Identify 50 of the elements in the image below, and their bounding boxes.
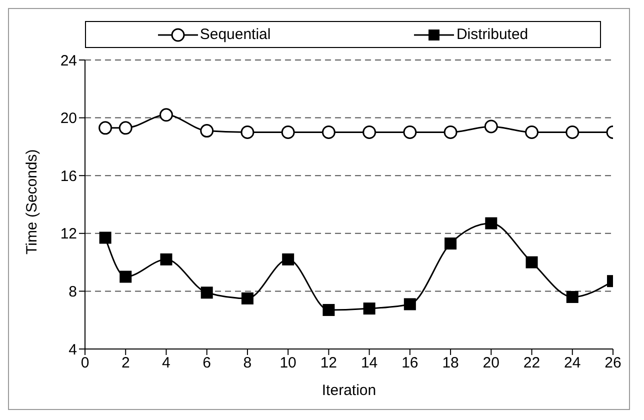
x-tick-label: 20 <box>482 354 500 372</box>
x-tick-label: 16 <box>402 354 418 372</box>
point <box>160 253 172 266</box>
point <box>444 238 457 250</box>
point <box>240 126 254 139</box>
y-axis-title: Time (Seconds) <box>23 149 40 254</box>
point <box>322 304 335 316</box>
point <box>566 290 578 303</box>
x-tick-label: 6 <box>202 354 212 372</box>
point <box>444 126 458 139</box>
x-tick-label: 24 <box>564 354 581 372</box>
x-tick-label: 2 <box>121 354 130 372</box>
point <box>200 286 213 299</box>
x-tick-label: 12 <box>320 354 338 372</box>
point <box>526 256 538 268</box>
point <box>362 126 376 139</box>
point <box>118 121 132 135</box>
x-tick-label: 0 <box>80 354 90 372</box>
point <box>404 298 416 310</box>
y-tick-label: 24 <box>60 52 77 70</box>
y-tick-label: 16 <box>60 168 77 185</box>
x-tick-label: 18 <box>442 354 459 372</box>
x-tick-label: 22 <box>523 354 540 372</box>
point <box>159 108 173 122</box>
point <box>120 270 132 283</box>
x-tick-label: 14 <box>360 354 378 372</box>
point <box>566 126 580 139</box>
point <box>403 126 417 139</box>
point <box>99 232 112 244</box>
y-tick-label: 20 <box>60 110 77 128</box>
x-tick-label: 4 <box>162 354 170 372</box>
y-tick-label: 8 <box>68 284 77 301</box>
x-tick-label: 26 <box>604 354 622 372</box>
point <box>241 292 254 304</box>
point <box>525 126 539 139</box>
point <box>485 217 498 230</box>
point <box>282 253 294 266</box>
point <box>484 120 498 134</box>
point <box>200 124 214 138</box>
point <box>281 126 295 139</box>
x-axis-title: Iteration <box>322 382 376 399</box>
point <box>322 126 336 139</box>
point <box>98 121 112 135</box>
x-tick-label: 8 <box>243 354 252 372</box>
x-tick-label: 10 <box>280 354 296 372</box>
point <box>363 302 376 315</box>
legend-label: Sequential <box>198 26 271 43</box>
legend-label: Distributed <box>455 26 528 43</box>
y-tick-label: 4 <box>68 341 77 358</box>
y-tick-label: 12 <box>60 226 77 243</box>
